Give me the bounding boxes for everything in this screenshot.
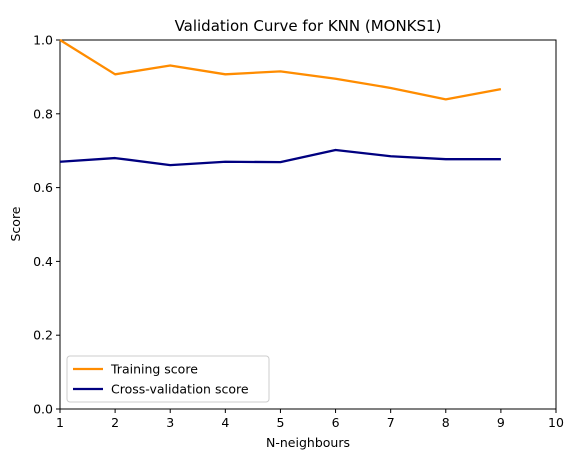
y-axis-label: Score [8,206,23,241]
x-tick-label: 1 [56,415,64,430]
x-tick-label: 6 [332,415,340,430]
x-tick-label: 4 [221,415,229,430]
series-lines [59,39,502,167]
legend: Training score Cross-validation score [66,355,270,403]
legend-label-cross-validation: Cross-validation score [111,382,249,397]
x-tick-label: 3 [166,415,174,430]
x-tick-label: 7 [387,415,395,430]
series-line-training-score [59,39,502,101]
chart-title: Validation Curve for KNN (MONKS1) [175,17,442,35]
legend-box [66,355,270,403]
y-tick-label: 0.6 [33,180,53,195]
x-tick-label: 8 [442,415,450,430]
x-tick-label: 10 [548,415,564,430]
legend-label-training: Training score [110,362,198,377]
y-tick-label: 0.0 [33,402,53,417]
y-tick-label: 0.4 [33,254,53,269]
x-tick-label: 9 [497,415,505,430]
y-tick-label: 0.8 [33,106,53,121]
series-line-cross-validation-score [59,148,501,167]
plot-area-frame [59,39,557,410]
y-tick-label: 1.0 [33,33,53,48]
y-tick-label: 0.2 [33,328,53,343]
x-tick-label: 2 [111,415,119,430]
x-tick-label: 5 [276,415,284,430]
x-axis-label: N-neighbours [266,435,350,450]
x-axis-ticks: 1 2 3 4 5 6 7 8 9 10 [56,409,564,430]
y-axis-ticks: 0.0 0.2 0.4 0.6 0.8 1.0 [33,33,60,417]
